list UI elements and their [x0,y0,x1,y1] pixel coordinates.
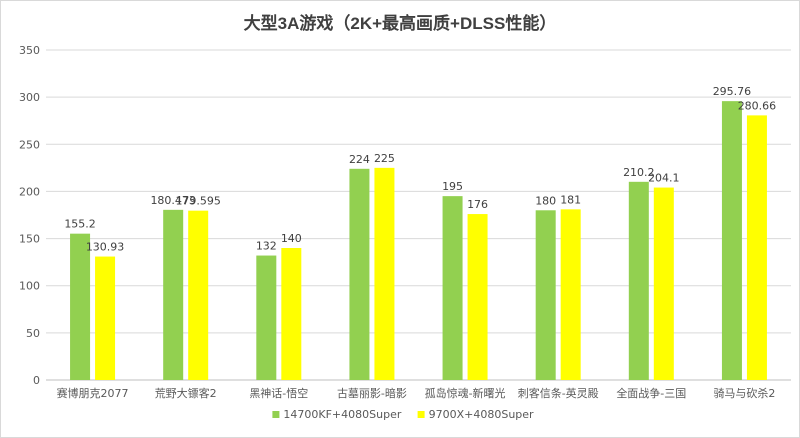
bar-series2 [188,210,209,380]
bars-layer [70,101,767,381]
chart-title: 大型3A游戏（2K+最高画质+DLSS性能） [244,13,557,33]
data-label: 176 [467,198,488,211]
y-tick-label: 200 [19,185,40,198]
legend-label: 14700KF+4080Super [283,408,401,421]
x-tick-label: 刺客信条-英灵殿 [518,386,599,400]
data-label: 280.66 [738,99,777,112]
x-tick-label: 古墓丽影-暗影 [337,386,407,400]
y-tick-label: 250 [19,138,40,151]
x-tick-label: 全面战争-三国 [616,386,686,400]
y-tick-label: 0 [33,374,40,387]
data-label: 132 [256,240,277,253]
legend-swatch [272,411,280,418]
bar-series1 [535,210,556,380]
bar-series2 [374,167,395,380]
bar-series1 [721,101,742,381]
bar-series1 [349,168,370,380]
bar-series1 [163,209,184,380]
bar-series1 [70,233,91,380]
data-label: 210.2 [623,166,655,179]
bar-series2 [560,209,581,380]
data-label: 204.1 [648,172,680,185]
bar-series2 [95,256,116,380]
data-label: 181 [560,193,581,206]
y-tick-label: 150 [19,233,40,246]
legend-swatch [417,411,425,418]
data-label: 195 [442,180,463,193]
x-tick-label: 骑马与砍杀2 [713,386,775,400]
legend-label: 9700X+4080Super [429,408,534,421]
data-label: 179.595 [175,195,221,208]
y-tick-label: 50 [26,327,40,340]
y-tick-label: 100 [19,280,40,293]
data-label: 140 [281,232,302,245]
bar-series2 [467,214,488,380]
grid-layer: 0 50 100 150 200 250 300 350 [19,44,791,387]
legend: 14700KF+4080Super 9700X+4080Super [272,408,534,421]
bar-series1 [256,255,277,380]
data-label: 295.76 [713,85,752,98]
bar-series1 [628,181,649,380]
data-label: 155.2 [64,218,96,231]
data-label: 130.93 [86,241,125,254]
y-tick-label: 350 [19,44,40,57]
x-axis: 赛博朋克2077 荒野大镖客2 黑神话-悟空 古墓丽影-暗影 孤岛惊魂-新曙光 刺客信条-… [57,386,776,400]
data-label: 180.473 [150,194,196,207]
bar-series2 [653,187,674,380]
data-label: 224 [349,153,370,166]
bar-series1 [442,196,463,380]
x-tick-label: 赛博朋克2077 [57,386,129,400]
bar-series2 [281,248,302,380]
y-tick-label: 300 [19,91,40,104]
bar-series2 [746,115,767,380]
x-tick-label: 孤岛惊魂-新曙光 [425,386,506,400]
data-label: 180 [535,194,556,207]
x-tick-label: 荒野大镖客2 [155,386,217,400]
data-label: 225 [374,152,395,165]
x-tick-label: 黑神话-悟空 [249,386,308,400]
